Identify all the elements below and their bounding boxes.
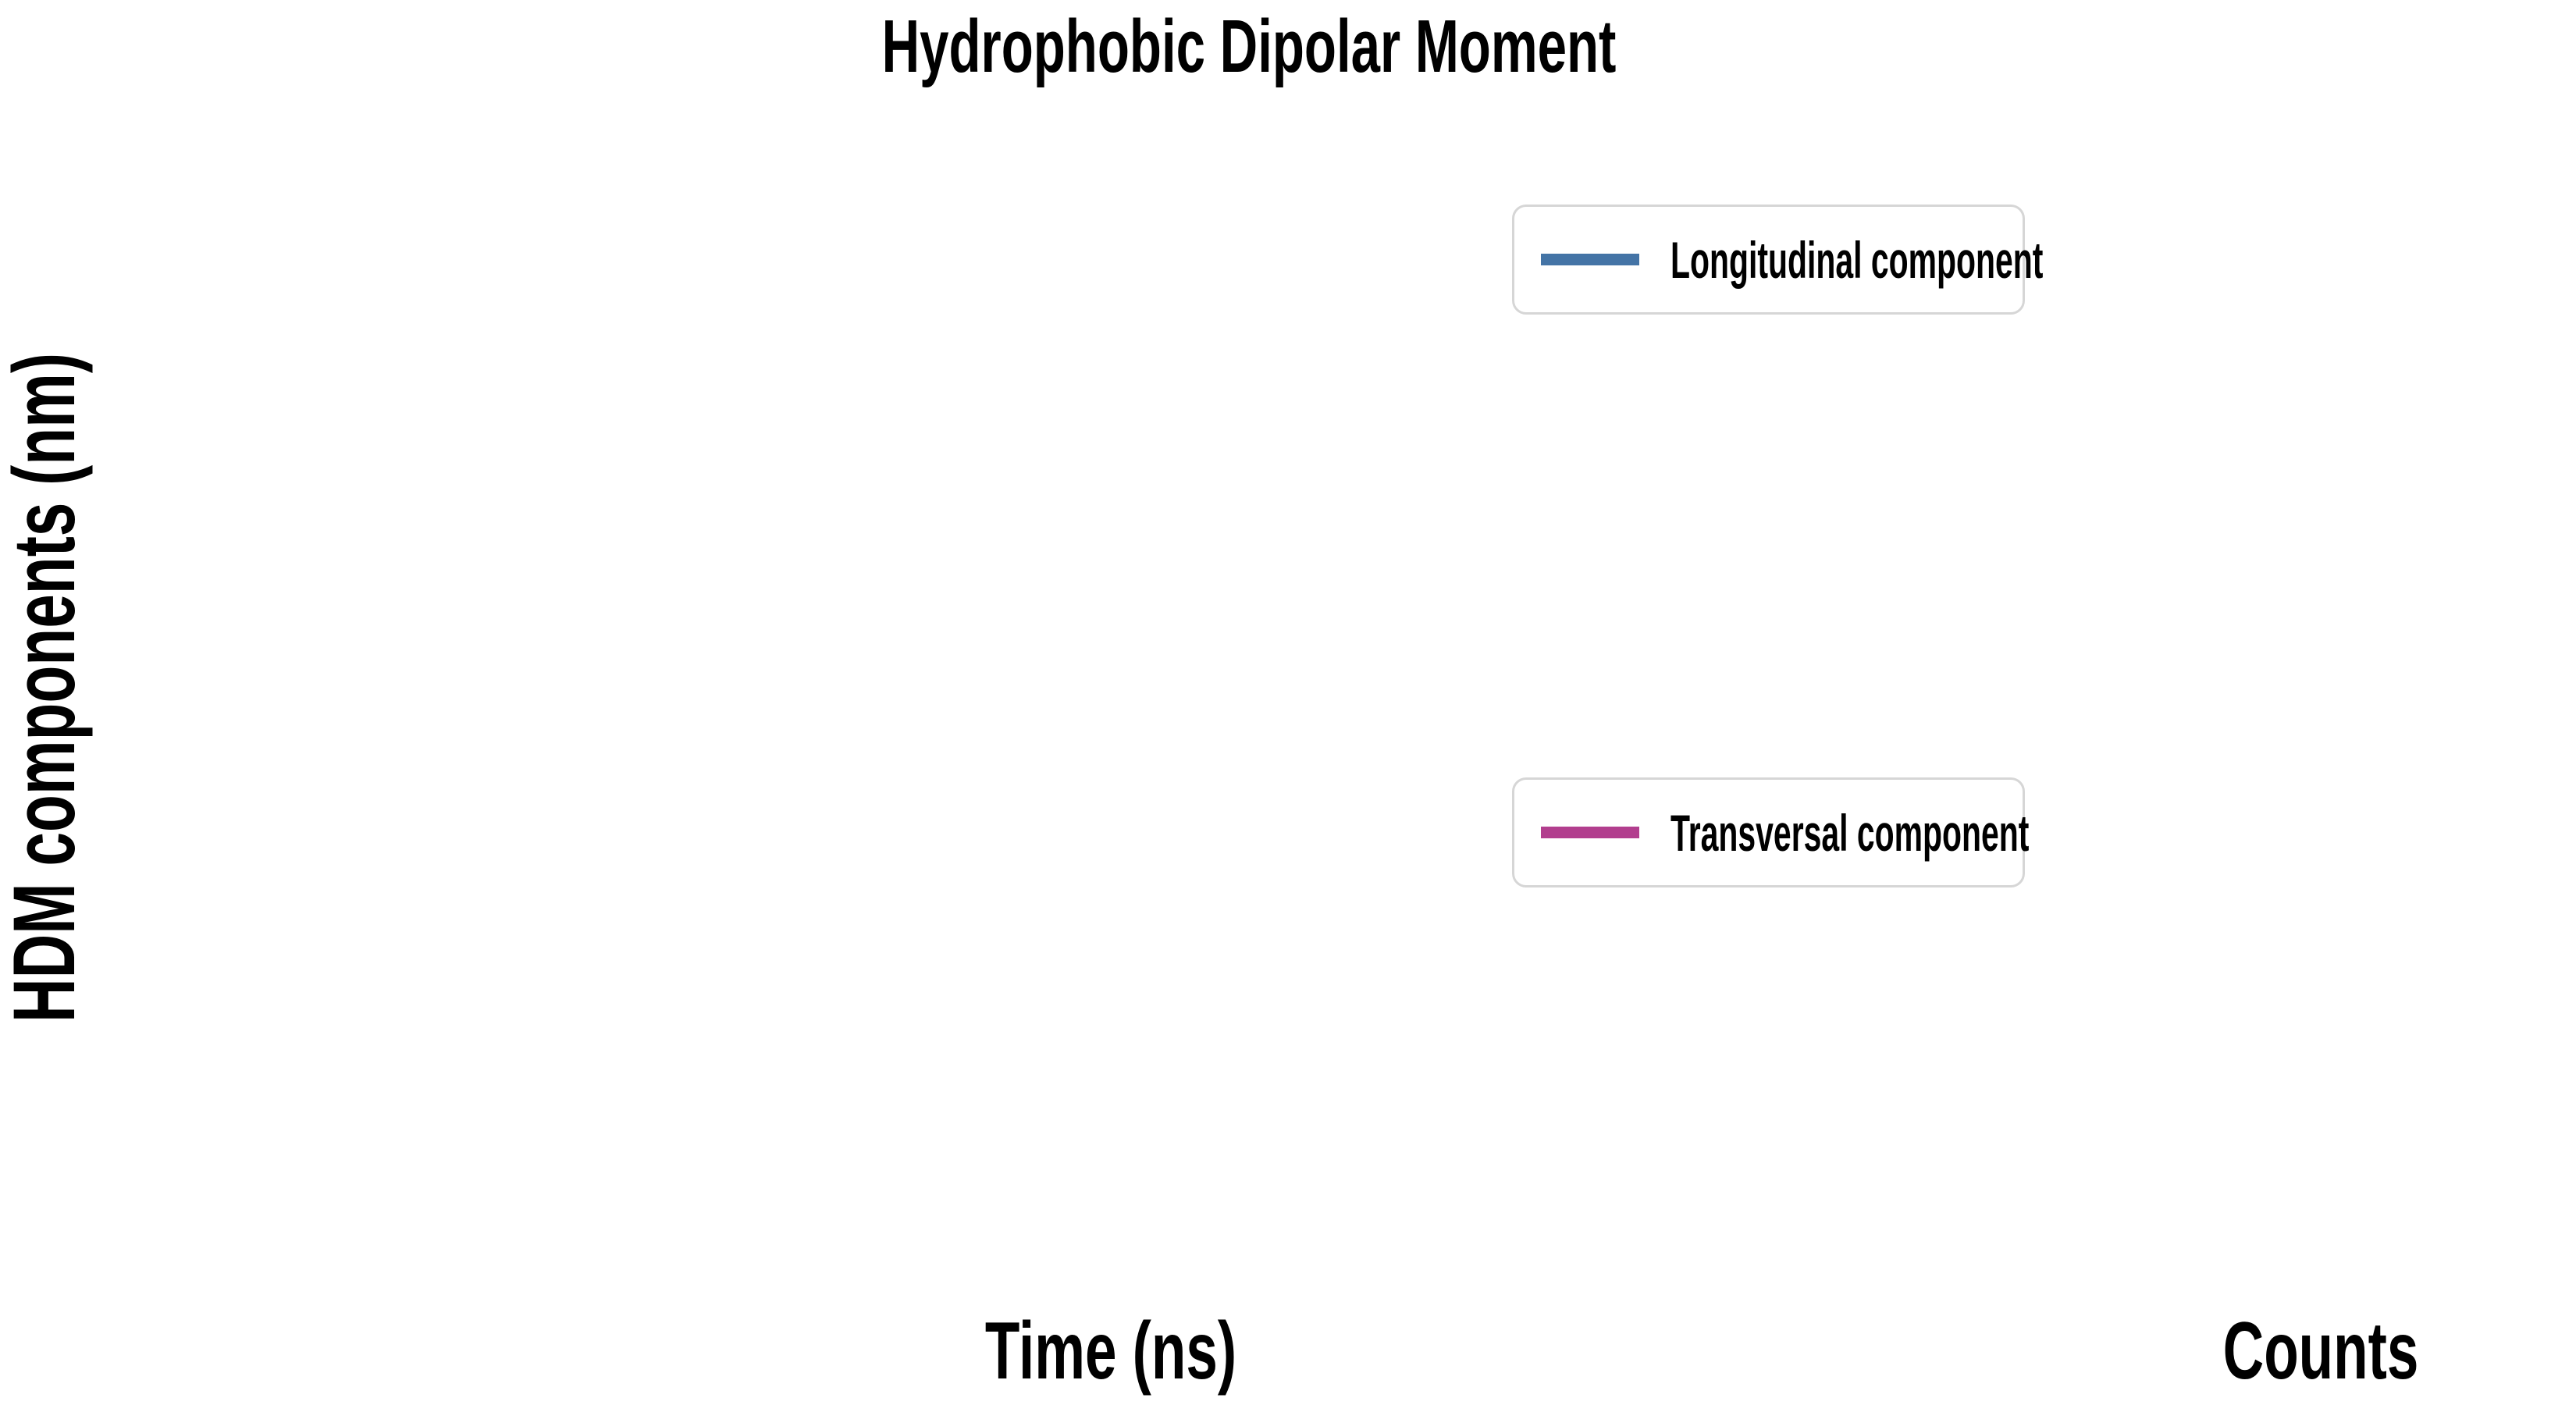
legend-transversal: Transversal component xyxy=(1512,777,2029,887)
legend-swatch-longitudinal xyxy=(1541,254,1639,265)
time-axis-label: Time (ns) xyxy=(984,1306,1237,1396)
legend-longitudinal: Longitudinal component xyxy=(1512,205,2043,315)
legend-label-transversal: Transversal component xyxy=(1670,803,2030,862)
counts-axis-label: Counts xyxy=(2222,1306,2419,1396)
bottom-histogram-panel xyxy=(2133,734,2508,1210)
legend-swatch-transversal xyxy=(1541,827,1639,838)
top-histogram-panel xyxy=(2133,174,2508,650)
y-axis-label: HDM components (nm) xyxy=(0,352,93,1023)
legend-label-longitudinal: Longitudinal component xyxy=(1670,230,2044,289)
chart-title: Hydrophobic Dipolar Moment xyxy=(881,5,1617,88)
